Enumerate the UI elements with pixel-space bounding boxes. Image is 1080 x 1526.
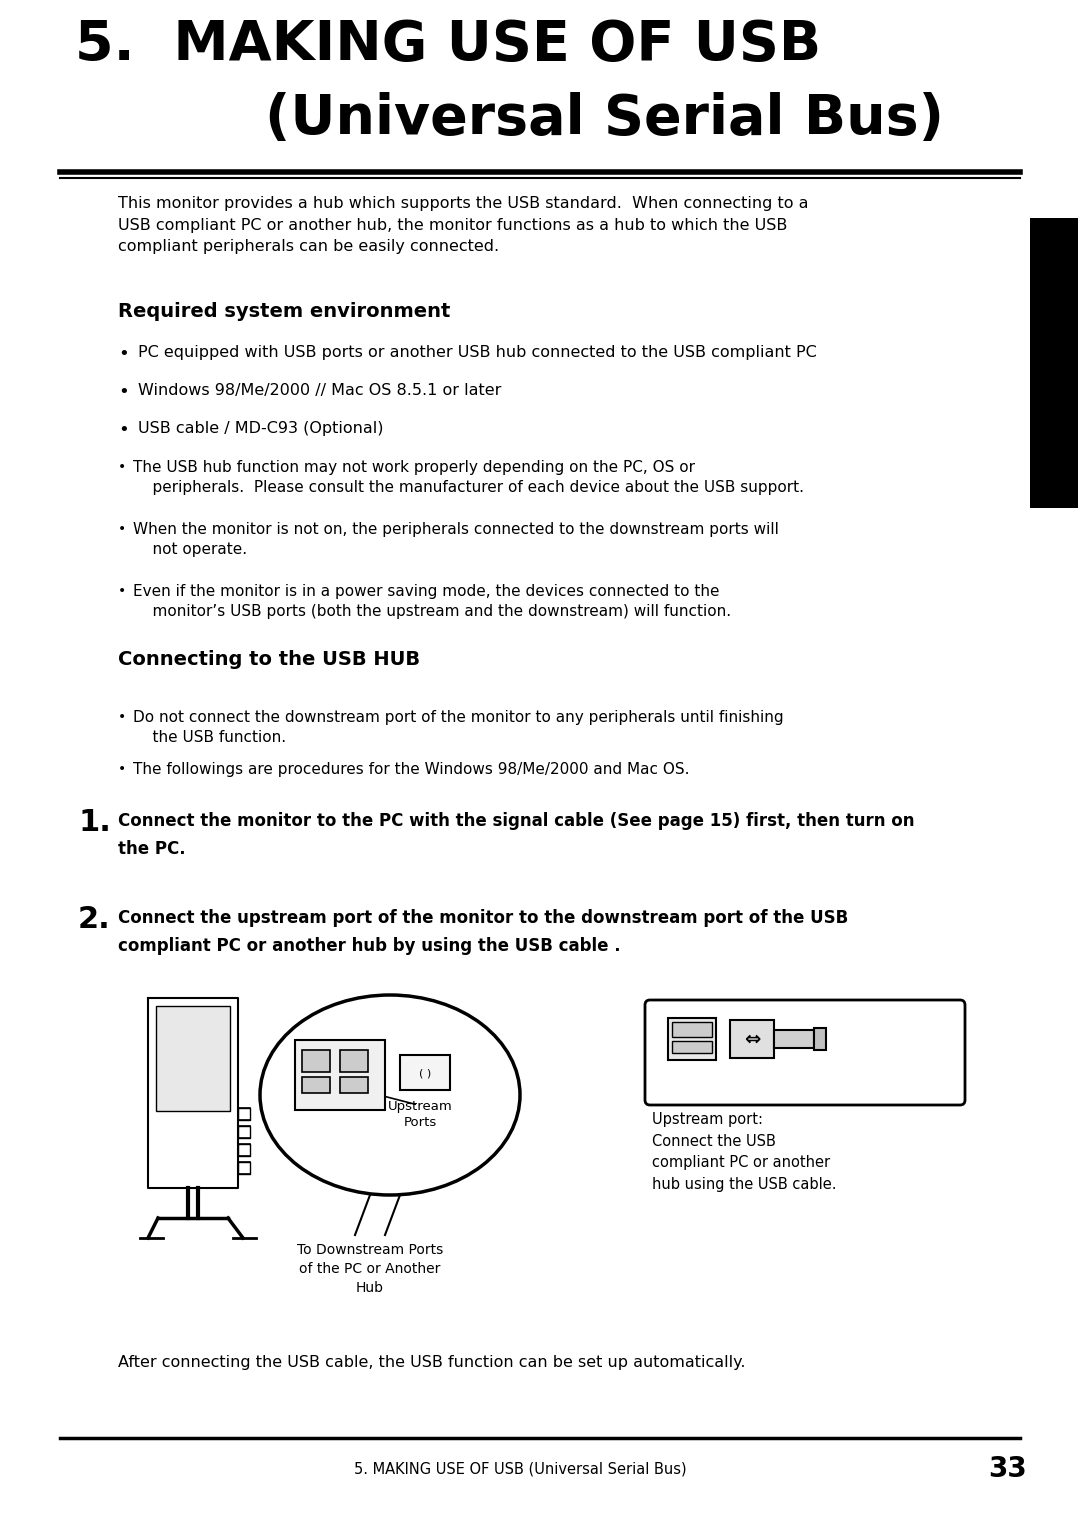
Text: •: • [118, 383, 129, 401]
Text: To Downstream Ports
of the PC or Another
Hub: To Downstream Ports of the PC or Another… [297, 1244, 443, 1296]
Text: 2.: 2. [78, 905, 111, 934]
Text: After connecting the USB cable, the USB function can be set up automatically.: After connecting the USB cable, the USB … [118, 1355, 745, 1370]
Text: Even if the monitor is in a power saving mode, the devices connected to the
    : Even if the monitor is in a power saving… [133, 584, 731, 620]
Text: 1.: 1. [78, 807, 111, 836]
Text: 33: 33 [988, 1454, 1027, 1483]
Text: Upstream port:
Connect the USB
compliant PC or another
hub using the USB cable.: Upstream port: Connect the USB compliant… [652, 1112, 837, 1192]
Bar [774, 1030, 814, 1048]
Text: ( ): ( ) [419, 1068, 431, 1077]
Text: Windows 98/Me/2000 // Mac OS 8.5.1 or later: Windows 98/Me/2000 // Mac OS 8.5.1 or la… [138, 383, 501, 398]
Text: •: • [118, 345, 129, 363]
Text: Connecting to the USB HUB: Connecting to the USB HUB [118, 650, 420, 668]
Text: Upstream
Ports: Upstream Ports [388, 1100, 453, 1129]
Bar [295, 1041, 384, 1109]
Bar [302, 1050, 330, 1071]
Text: •: • [118, 584, 126, 598]
Bar [814, 1029, 826, 1050]
Text: Connect the monitor to the PC with the signal cable (See page 15) first, then tu: Connect the monitor to the PC with the s… [118, 812, 915, 858]
Text: •: • [118, 459, 126, 475]
Text: When the monitor is not on, the peripherals connected to the downstream ports wi: When the monitor is not on, the peripher… [133, 522, 779, 557]
Bar [400, 1054, 450, 1090]
Text: Do not connect the downstream port of the monitor to any peripherals until finis: Do not connect the downstream port of th… [133, 710, 784, 745]
Text: This monitor provides a hub which supports the USB standard.  When connecting to: This monitor provides a hub which suppor… [118, 195, 809, 255]
Bar [340, 1050, 368, 1071]
Text: PC equipped with USB ports or another USB hub connected to the USB compliant PC: PC equipped with USB ports or another US… [138, 345, 816, 360]
Bar [730, 1019, 774, 1058]
Text: ⇔: ⇔ [744, 1030, 760, 1048]
Text: Required system environment: Required system environment [118, 302, 450, 320]
Text: ENGLISH: ENGLISH [1048, 333, 1061, 394]
Text: USB cable / MD-C93 (Optional): USB cable / MD-C93 (Optional) [138, 421, 383, 436]
Bar [302, 1077, 330, 1093]
Bar [672, 1041, 712, 1053]
Text: The USB hub function may not work properly depending on the PC, OS or
    periph: The USB hub function may not work proper… [133, 459, 804, 496]
Bar [672, 1022, 712, 1038]
FancyBboxPatch shape [645, 1000, 966, 1105]
Text: •: • [118, 761, 126, 777]
Ellipse shape [260, 995, 519, 1195]
Text: 5. MAKING USE OF USB (Universal Serial Bus): 5. MAKING USE OF USB (Universal Serial B… [353, 1462, 686, 1477]
Text: (Universal Serial Bus): (Universal Serial Bus) [265, 92, 944, 146]
Text: 5.  MAKING USE OF USB: 5. MAKING USE OF USB [75, 18, 821, 72]
Bar [156, 1006, 230, 1111]
Text: •: • [118, 522, 126, 536]
Bar [669, 1018, 716, 1061]
Text: The followings are procedures for the Windows 98/Me/2000 and Mac OS.: The followings are procedures for the Wi… [133, 761, 689, 777]
Bar [340, 1077, 368, 1093]
Bar [1030, 218, 1078, 508]
Text: Connect the upstream port of the monitor to the downstream port of the USB
compl: Connect the upstream port of the monitor… [118, 909, 848, 955]
Text: •: • [118, 421, 129, 439]
Text: •: • [118, 710, 126, 723]
